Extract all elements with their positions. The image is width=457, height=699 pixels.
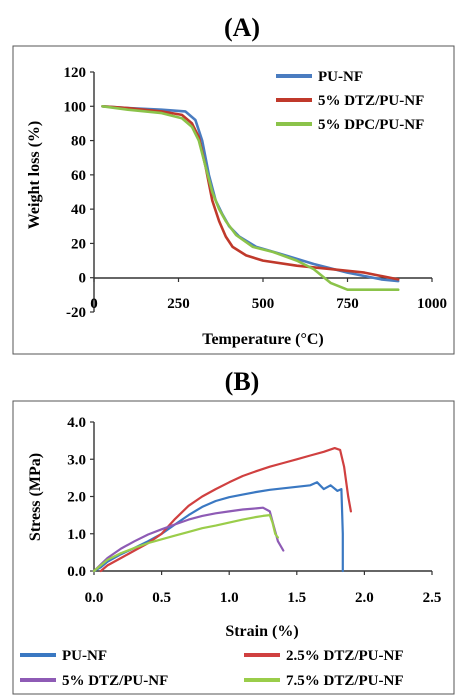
panel-b-legend: PU-NF 2.5% DTZ/PU-NF 5% DTZ/PU-NF 7.5% DTZ/… [20, 648, 404, 689]
b-series-5-dtz-pu-nf [92, 506, 285, 573]
a-y-tick-label: 100 [64, 99, 87, 115]
panel-a-y-ticks: -20 0 20 40 60 80 100 120 [64, 65, 94, 321]
a-legend-label-5-dtz-pu-nf: 5% DTZ/PU-NF [318, 93, 424, 109]
panel-b-y-title: Stress (MPa) [27, 453, 44, 541]
b-x-tick-label: 1.5 [287, 590, 306, 606]
panel-b-label: (B) [225, 367, 260, 396]
b-legend-label-7-5-dtz-pu-nf: 7.5% DTZ/PU-NF [286, 673, 404, 689]
a-x-tick-label: 0 [90, 296, 98, 312]
a-x-tick-label: 1000 [417, 296, 447, 312]
a-x-tick-label: 500 [252, 296, 275, 312]
b-legend-label-2-5-dtz-pu-nf: 2.5% DTZ/PU-NF [286, 648, 404, 664]
panel-b-x-title: Strain (%) [225, 623, 298, 640]
a-y-tick-label: 120 [64, 65, 87, 81]
panel-a-frame [12, 45, 455, 355]
b-x-tick-label: 2.0 [355, 590, 374, 606]
b-legend-label-5-dtz-pu-nf: 5% DTZ/PU-NF [62, 673, 168, 689]
b-x-tick-label: 0.0 [85, 590, 104, 606]
b-y-tick-label: 4.0 [67, 415, 86, 431]
a-x-tick-label: 250 [167, 296, 190, 312]
panel-a-legend: PU-NF 5% DTZ/PU-NF 5% DPC/PU-NF [276, 69, 424, 133]
b-x-tick-label: 0.5 [152, 590, 171, 606]
panel-b-series [92, 447, 352, 573]
panel-a-label: (A) [224, 13, 260, 42]
b-x-tick-label: 1.0 [220, 590, 239, 606]
panel-a-y-title: Weight loss (%) [26, 121, 43, 229]
b-x-tick-label: 2.5 [423, 590, 442, 606]
panel-b-frame [12, 400, 455, 695]
b-y-tick-label: 3.0 [67, 452, 86, 468]
a-y-tick-label: 40 [71, 202, 86, 218]
a-legend-label-pu-nf: PU-NF [318, 69, 363, 85]
panel-b-x-ticks: 0.0 0.5 1.0 1.5 2.0 2.5 [85, 571, 442, 606]
b-series-7-5-dtz-pu-nf [92, 513, 279, 573]
a-legend-label-5-dpc-pu-nf: 5% DPC/PU-NF [318, 117, 424, 133]
b-y-tick-label: 2.0 [67, 490, 86, 506]
panel-a-x-ticks: 0 250 500 750 1000 [90, 278, 447, 312]
b-series-2-5-dtz-pu-nf [99, 447, 352, 573]
a-x-tick-label: 750 [336, 296, 359, 312]
b-y-tick-label: 1.0 [67, 527, 86, 543]
a-y-tick-label: 60 [71, 168, 86, 184]
b-legend-label-pu-nf: PU-NF [62, 648, 107, 664]
panel-a-x-title: Temperature (°C) [202, 331, 323, 348]
a-y-tick-label: -20 [66, 305, 86, 321]
a-y-tick-label: 80 [71, 134, 86, 150]
a-y-tick-label: 0 [79, 271, 87, 287]
a-series-5-dpc-pu-nf [101, 105, 400, 292]
b-y-tick-label: 0.0 [67, 564, 86, 580]
panel-b-y-ticks: 0.0 1.0 2.0 3.0 4.0 [67, 415, 94, 580]
panel-a-series [101, 105, 400, 292]
b-series-pu-nf [92, 481, 344, 573]
a-y-tick-label: 20 [71, 236, 86, 252]
panel-b: (B) 0.0 1.0 2.0 3.0 4.0 0.0 0.5 1.0 1.5 2.0 2.5 S… [12, 367, 455, 695]
